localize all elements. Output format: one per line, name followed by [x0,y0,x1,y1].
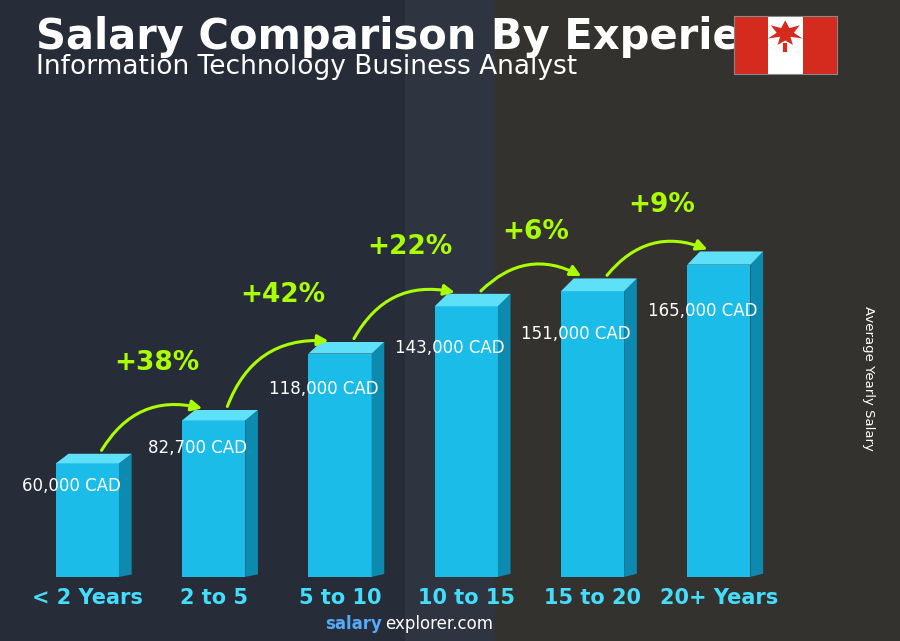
Text: 143,000 CAD: 143,000 CAD [395,338,505,357]
Text: Information Technology Business Analyst: Information Technology Business Analyst [36,54,577,81]
Polygon shape [803,16,837,74]
Text: salary: salary [326,615,382,633]
Polygon shape [56,454,131,463]
Polygon shape [372,342,384,577]
Bar [495,0,900,641]
Text: +22%: +22% [367,234,452,260]
Polygon shape [561,278,637,291]
Polygon shape [561,291,625,577]
Polygon shape [182,420,246,577]
Polygon shape [246,410,258,577]
Polygon shape [182,410,258,420]
Text: Average Yearly Salary: Average Yearly Salary [862,306,875,451]
Polygon shape [119,454,131,577]
Polygon shape [309,342,384,354]
Text: 82,700 CAD: 82,700 CAD [148,439,247,457]
Text: +38%: +38% [114,350,200,376]
Text: 165,000 CAD: 165,000 CAD [648,302,757,320]
Polygon shape [309,354,372,577]
Polygon shape [768,21,803,45]
Bar [0,0,405,641]
Polygon shape [435,306,498,577]
Text: 151,000 CAD: 151,000 CAD [521,326,631,344]
Text: 60,000 CAD: 60,000 CAD [22,477,121,495]
Polygon shape [688,265,751,577]
Polygon shape [498,294,510,577]
Polygon shape [625,278,637,577]
Polygon shape [56,463,119,577]
Text: 118,000 CAD: 118,000 CAD [269,380,378,399]
Polygon shape [435,294,510,306]
Polygon shape [751,251,763,577]
Polygon shape [734,16,768,74]
Text: explorer.com: explorer.com [385,615,493,633]
Text: +9%: +9% [628,192,696,218]
Text: Salary Comparison By Experience: Salary Comparison By Experience [36,16,824,58]
Polygon shape [688,251,763,265]
Text: +6%: +6% [502,219,569,245]
Text: +42%: +42% [240,282,326,308]
